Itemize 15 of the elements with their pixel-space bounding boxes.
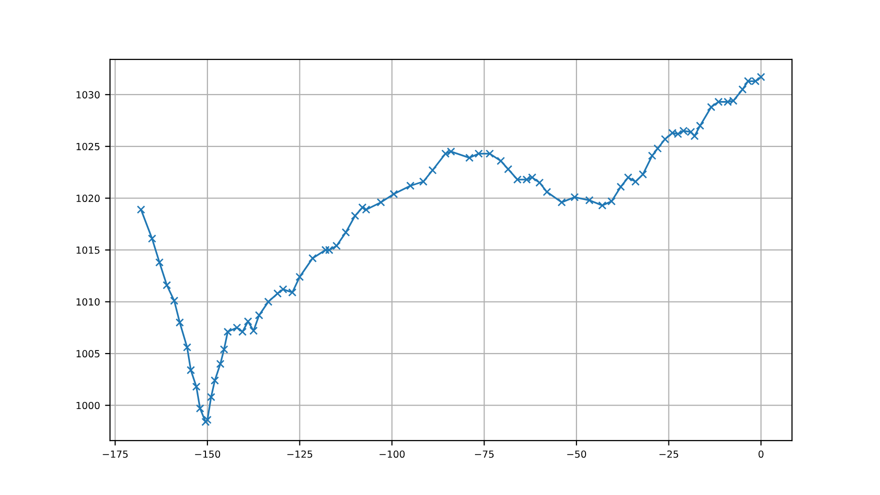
y-tick-label: 1020: [76, 194, 100, 202]
x-tick-label: −150: [195, 450, 220, 458]
x-tick-label: −25: [660, 450, 678, 458]
y-tick-label: 1030: [76, 91, 100, 98]
x-tick-label: −175: [102, 450, 128, 458]
y-tick-label: 1015: [76, 246, 100, 254]
y-tick-label: 1000: [76, 402, 100, 410]
y-tick-label: 1005: [76, 350, 100, 358]
x-tick-label: −125: [287, 450, 312, 458]
y-tick-label: 1025: [76, 142, 100, 150]
x-tick-label: −50: [567, 450, 586, 458]
x-tick-label: 0: [758, 450, 764, 458]
x-tick-label: −100: [380, 450, 405, 458]
y-tick-label: 1010: [76, 298, 100, 306]
x-tick-label: −75: [474, 450, 494, 458]
